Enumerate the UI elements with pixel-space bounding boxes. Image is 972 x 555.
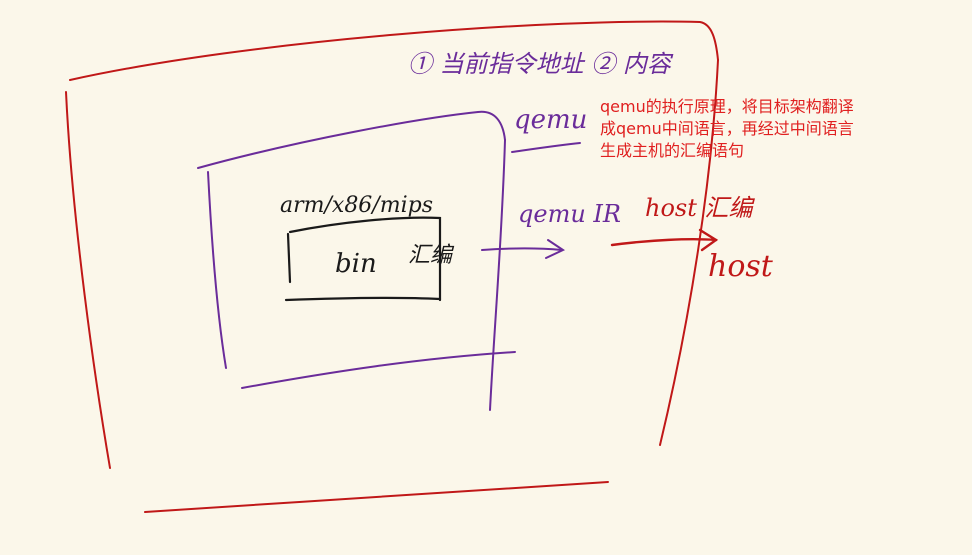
host-asm-label: host 汇编 <box>645 194 755 222</box>
outer-frame <box>65 20 719 513</box>
top-note-label: ① 当前指令地址 ② 内容 <box>408 50 674 78</box>
bin-box <box>284 216 442 302</box>
host-label: host <box>708 249 774 284</box>
qemu-ir-label: qemu IR <box>518 200 621 228</box>
qemu-frame <box>197 110 581 411</box>
arch-label: arm/x86/mips <box>280 193 433 218</box>
bin-label: bin <box>335 249 377 279</box>
arrow-to-host <box>610 228 719 252</box>
arrow-to-qemu-ir <box>481 239 566 259</box>
annotation-text: qemu的执行原理，将目标架构翻译 成qemu中间语言，再经过中间语言 生成主机… <box>600 97 854 160</box>
qemu-label: qemu <box>514 105 587 135</box>
bin-asm-label: 汇编 <box>408 243 455 268</box>
